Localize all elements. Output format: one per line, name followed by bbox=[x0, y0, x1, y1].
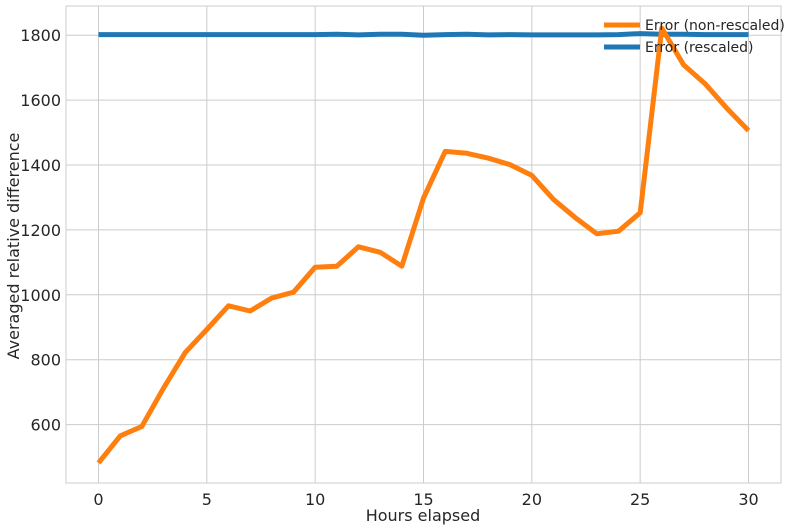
x-tick-label: 30 bbox=[738, 490, 758, 509]
x-tick-label: 0 bbox=[93, 490, 103, 509]
legend-label: Error (rescaled) bbox=[645, 40, 754, 56]
series-layer bbox=[96, 25, 751, 465]
x-tick-label: 15 bbox=[413, 490, 433, 509]
x-axis-label: Hours elapsed bbox=[366, 506, 481, 525]
y-tick-label: 1000 bbox=[20, 286, 61, 305]
series-line-rescaled bbox=[98, 31, 749, 38]
y-tick-label: 1800 bbox=[20, 26, 61, 45]
y-tick-label: 1600 bbox=[20, 91, 61, 110]
x-tick-label: 20 bbox=[522, 490, 542, 509]
grid-layer bbox=[66, 6, 781, 483]
y-tick-label: 800 bbox=[30, 351, 61, 370]
legend: Error (non-rescaled) Error (rescaled) bbox=[604, 18, 785, 56]
series-line-non-rescaled bbox=[96, 25, 751, 465]
x-tick-label: 5 bbox=[202, 490, 212, 509]
x-tick-label: 10 bbox=[305, 490, 325, 509]
legend-label: Error (non-rescaled) bbox=[645, 18, 785, 34]
y-axis-label: Averaged relative difference bbox=[4, 133, 23, 360]
legend-entry: Error (non-rescaled) bbox=[604, 18, 785, 34]
legend-entry: Error (rescaled) bbox=[604, 40, 754, 56]
ticks-layer: 0 5 10 15 20 25 30 600 800 1000 1200 1400 1600 1800 bbox=[20, 26, 758, 509]
y-tick-label: 1400 bbox=[20, 156, 61, 175]
x-tick-label: 25 bbox=[630, 490, 650, 509]
y-tick-label: 600 bbox=[30, 416, 61, 435]
plot-frame bbox=[65, 5, 782, 484]
y-tick-label: 1200 bbox=[20, 221, 61, 240]
